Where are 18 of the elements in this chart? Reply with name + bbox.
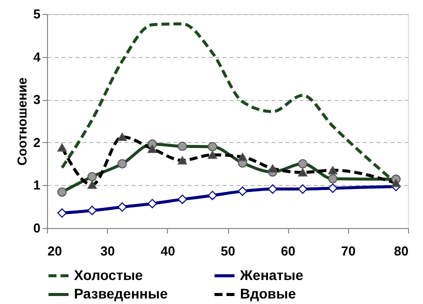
legend-label: Разведенные: [74, 286, 168, 302]
x-tick-label: 40: [160, 244, 176, 258]
y-tick-label: 3: [33, 92, 40, 108]
x-tick-label: 60: [280, 244, 296, 258]
x-tick-label: 20: [48, 244, 62, 258]
y-axis-title: Соотношение: [14, 77, 30, 166]
legend-label: Женатые: [239, 266, 304, 283]
y-tick-label: 1: [33, 178, 40, 193]
y-tick-label: 2: [33, 134, 40, 150]
x-tick-label: 80: [394, 244, 408, 258]
y-tick-label: 0: [33, 220, 40, 236]
legend-label: Вдовые: [240, 286, 296, 302]
x-tick-label: 70: [341, 244, 356, 258]
y-tick-label: 5: [33, 6, 40, 22]
x-tick-label: 50: [220, 244, 236, 258]
y-tick-label: 4: [33, 49, 42, 64]
x-tick-label: 30: [100, 244, 115, 258]
legend-label: Холостые: [74, 266, 144, 283]
